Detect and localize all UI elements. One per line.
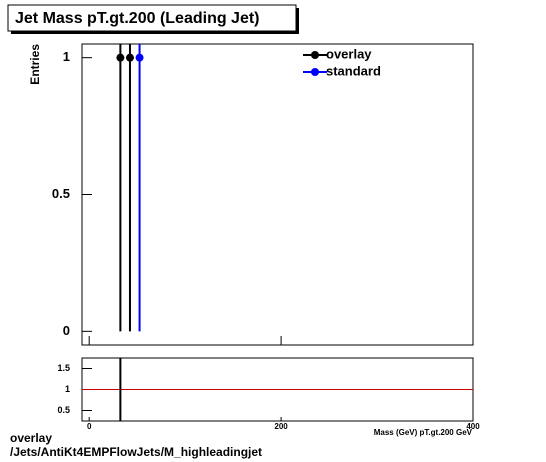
y-tick-label: 0.5 <box>57 405 70 415</box>
y-tick-label: 0.5 <box>52 186 70 201</box>
data-point <box>116 53 125 62</box>
main-frame <box>81 43 474 346</box>
y-tick-label: 1 <box>65 384 70 394</box>
y-tick-label: 1.5 <box>57 363 70 373</box>
legend-label: standard <box>326 63 381 78</box>
legend-marker <box>311 68 319 76</box>
x-tick-label: 0 <box>87 422 92 431</box>
y-tick-label: 0 <box>63 323 70 338</box>
legend-marker <box>311 51 319 59</box>
footer: overlay <box>10 431 52 445</box>
data-point <box>125 53 134 62</box>
legend-label: overlay <box>326 46 372 61</box>
x-tick-label: 400 <box>466 422 480 431</box>
plot-area <box>116 44 144 332</box>
data-point <box>135 53 144 62</box>
x-axis-label: Mass (GeV) pT.gt.200 GeV <box>374 428 473 437</box>
y-axis-label: Entries <box>28 44 42 85</box>
title-box <box>7 4 297 32</box>
x-tick-label: 200 <box>274 422 288 431</box>
footer: /Jets/AntiKt4EMPFlowJets/M_highleadingje… <box>10 445 262 459</box>
y-tick-label: 1 <box>63 49 70 64</box>
chart-title: Jet Mass pT.gt.200 (Leading Jet) <box>15 10 260 27</box>
x-label-clip: Mass (GeV) pT.gt.200 GeV <box>374 428 473 437</box>
plot-area <box>82 358 473 421</box>
